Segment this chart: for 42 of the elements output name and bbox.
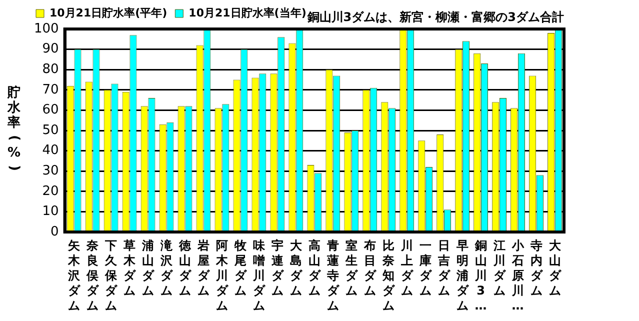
y-tick-label: 90 xyxy=(42,42,59,57)
x-tick-label: 銅山川3… xyxy=(474,238,487,313)
x-tick-label: 草木ダム xyxy=(122,238,137,298)
x-tick-label: 早明浦ダム xyxy=(455,238,470,313)
x-tick-label: 滝沢ダム xyxy=(160,238,174,298)
x-tick-label: 大島ダム xyxy=(290,238,303,298)
x-tick-label: 岩屋ダム xyxy=(196,238,210,298)
x-tick-label: 宇連ダム xyxy=(270,238,284,298)
legend-label: 10月21日貯水率(平年) xyxy=(50,6,168,20)
x-tick-label: 江川ダム xyxy=(492,238,506,298)
x-tick-label: 奈良俣ダム xyxy=(86,238,100,313)
text: 銅山川3ダムは、新宮・柳瀬・富郷の3ダム合計 xyxy=(306,10,564,24)
y-tick-label: 10 xyxy=(42,204,59,220)
legend-label: 10月21日貯水率(当年) xyxy=(188,6,306,20)
y-tick-label: 50 xyxy=(42,122,59,138)
x-tick-label: 大山ダム xyxy=(548,238,562,298)
x-tick-label: 日吉ダム xyxy=(436,238,451,298)
y-tick-label: 0 xyxy=(50,224,59,240)
x-tick-label: 一庫ダム xyxy=(418,238,432,298)
x-tick-label: 浦山ダム xyxy=(141,238,156,298)
x-tick-label: 下久保ダム xyxy=(104,238,118,313)
x-tick-label: 布目ダム xyxy=(362,238,377,298)
y-axis-title: 貯水率(%) xyxy=(6,84,22,171)
x-tick-label: 牧尾ダム xyxy=(233,238,248,298)
x-tick-label: 比奈知ダム xyxy=(381,238,396,313)
x-tick-label: 青蓮寺ダム xyxy=(326,238,340,313)
x-tick-label: 阿木川ダム xyxy=(214,238,229,313)
x-tick-label: 矢木沢ダム xyxy=(67,238,82,313)
y-tick-label: 40 xyxy=(42,143,59,158)
x-tick-label: 味噌川ダム xyxy=(252,238,266,313)
y-tick-label: 100 xyxy=(34,21,59,36)
x-tick-label: 小石原川… xyxy=(510,238,525,313)
x-tick-label: 寺内ダム xyxy=(529,238,544,298)
x-tick-label: 徳山ダム xyxy=(178,238,192,298)
x-tick-label: 川上ダム xyxy=(400,238,414,298)
y-tick-label: 60 xyxy=(42,102,59,118)
y-tick-label: 20 xyxy=(42,184,59,199)
y-tick-label: 70 xyxy=(42,82,59,98)
y-tick-label: 80 xyxy=(42,62,59,77)
y-tick-label: 30 xyxy=(42,163,59,178)
x-tick-label: 室生ダム xyxy=(344,238,358,298)
x-tick-label: 高山ダム xyxy=(308,238,322,298)
